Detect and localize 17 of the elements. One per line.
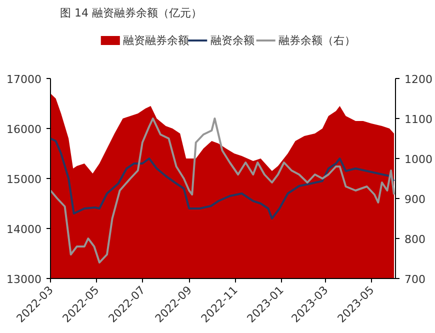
legend-label: 融资余额: [210, 34, 254, 47]
chart-title: 图 14 融资融券余额（亿元）: [60, 6, 202, 20]
y2-tick-label: 1000: [404, 153, 432, 166]
y2-tick-label: 700: [404, 273, 426, 286]
y2-tick-label: 900: [404, 193, 426, 206]
y2-tick-label: 800: [404, 233, 426, 246]
line-series: [50, 138, 395, 220]
y-tick-label: 15000: [6, 173, 42, 186]
y-tick-label: 13000: [6, 273, 42, 286]
y-tick-label: 16000: [6, 123, 42, 136]
line-series: [50, 118, 395, 264]
legend-label: 融券余额（右）: [278, 34, 356, 47]
y2-tick-label: 1200: [404, 73, 432, 86]
y-tick-label: 17000: [6, 73, 42, 86]
y2-tick-label: 1100: [404, 113, 432, 126]
y-tick-label: 14000: [6, 223, 42, 236]
legend-label: 融资融券余额: [123, 34, 190, 47]
